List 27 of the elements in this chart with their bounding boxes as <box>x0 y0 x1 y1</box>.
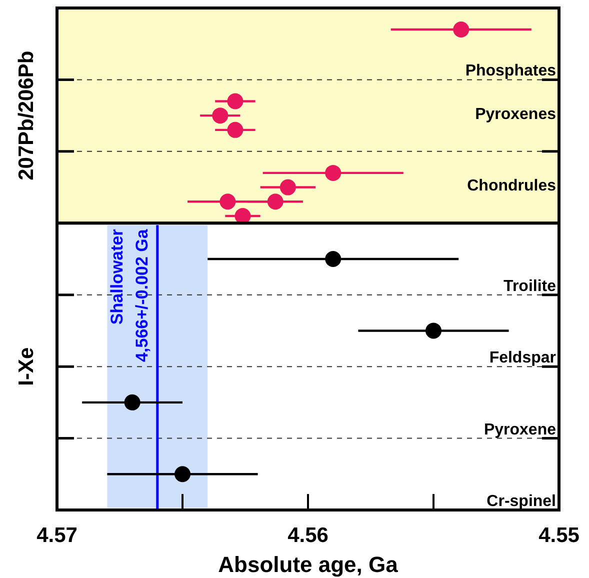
point <box>453 22 470 38</box>
x-tick-label: 4.57 <box>36 524 78 547</box>
point <box>174 466 190 482</box>
y-axis-title: I-Xe <box>15 347 38 386</box>
point <box>124 394 140 410</box>
y-tick-label: Chondrules <box>467 177 556 194</box>
y-tick-label: Troilite <box>504 278 556 295</box>
point <box>220 194 236 210</box>
point <box>325 164 342 181</box>
y-tick-label: Phosphates <box>465 62 556 80</box>
x-axis-title: Absolute age, Ga <box>218 552 399 577</box>
point <box>227 93 244 110</box>
y-tick-label: Pyroxene <box>484 421 556 438</box>
y-tick-label: Feldspar <box>489 350 556 367</box>
point <box>227 122 244 138</box>
x-tick-label: 4.56 <box>288 524 328 547</box>
y-tick-label: Cr-spinel <box>486 493 556 510</box>
point <box>325 251 342 267</box>
x-tick-label: 4.55 <box>538 524 580 547</box>
point <box>267 194 284 210</box>
point <box>280 179 296 196</box>
point <box>212 108 228 124</box>
y-axis-title: 207Pb/206Pb <box>15 50 38 180</box>
point <box>234 208 251 224</box>
y-tick-label: Pyroxenes <box>475 106 556 123</box>
point <box>426 322 442 339</box>
ref-line-label: Shallowater 4,566+/-0.002 Ga <box>107 228 152 362</box>
